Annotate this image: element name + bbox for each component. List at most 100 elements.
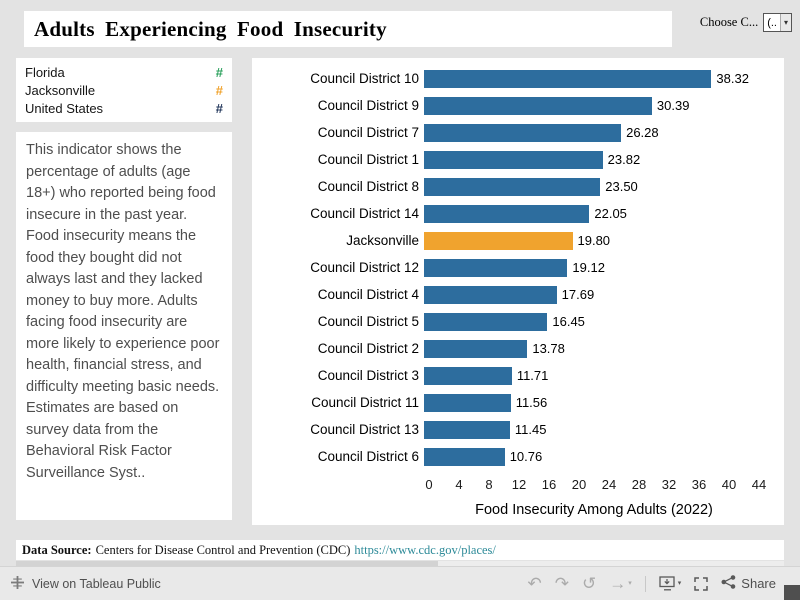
x-tick-label: 36	[691, 477, 707, 492]
bar-track: 38.32	[424, 69, 754, 88]
toolbar-divider	[644, 575, 646, 592]
bar-label: Council District 2	[317, 341, 419, 356]
chart-row: Council District 1 23.82	[252, 146, 784, 173]
legend-color-symbol: #	[215, 100, 223, 116]
share-button[interactable]: Share	[721, 575, 776, 592]
bar-track: 11.56	[424, 393, 754, 412]
bar-value: 10.76	[509, 449, 543, 464]
x-tick-label: 28	[631, 477, 647, 492]
chart-rows: Council District 10 38.32 Council District…	[252, 65, 784, 470]
bar[interactable]	[424, 231, 573, 250]
bar-label: Council District 8	[317, 179, 419, 194]
bar[interactable]	[424, 285, 557, 304]
parameter-dropdown[interactable]: (.. ▾	[763, 13, 792, 32]
bar-label: Council District 7	[317, 125, 419, 140]
resize-corner	[784, 585, 800, 600]
x-axis-title: Food Insecurity Among Adults (2022)	[475, 502, 713, 518]
bar-value: 30.39	[656, 98, 690, 113]
undo-icon[interactable]: ↶	[527, 574, 542, 593]
bar-track: 17.69	[424, 285, 754, 304]
replay-icon[interactable]: → ▾	[609, 574, 632, 593]
legend-label: Florida	[25, 64, 65, 80]
bar-track: 13.78	[424, 339, 754, 358]
legend-item[interactable]: United States #	[25, 99, 223, 117]
bar-label: Council District 11	[311, 395, 419, 410]
bar[interactable]	[424, 204, 590, 223]
legend-item[interactable]: Jacksonville #	[25, 81, 223, 99]
chart-row: Council District 2 13.78	[252, 335, 784, 362]
bar[interactable]	[424, 96, 652, 115]
parameter-control: Choose C... (.. ▾	[700, 13, 792, 32]
bar[interactable]	[424, 420, 510, 439]
chart-row: Council District 7 26.28	[252, 119, 784, 146]
download-icon[interactable]: ▾	[659, 576, 681, 591]
page-title: Adults Experiencing Food Insecurity	[34, 16, 387, 41]
bar-value: 38.32	[716, 71, 749, 86]
tableau-logo-icon	[10, 575, 25, 593]
bar-value: 26.28	[626, 125, 659, 140]
view-on-tableau-public[interactable]: View on Tableau Public	[10, 575, 161, 593]
bar[interactable]	[424, 69, 712, 88]
bar-track: 22.05	[424, 204, 754, 223]
tableau-toolbar: View on Tableau Public ↶ ↷ ↺ → ▾ ▾	[0, 566, 800, 600]
chart-row: Jacksonville 19.80	[252, 227, 784, 254]
share-icon	[721, 575, 736, 592]
fullscreen-icon[interactable]	[694, 576, 709, 591]
x-tick-label: 4	[455, 477, 463, 492]
bar-track: 23.50	[424, 177, 754, 196]
bar[interactable]	[424, 258, 568, 277]
bar-value: 23.50	[605, 179, 638, 194]
chevron-down-icon: ▾	[779, 14, 791, 31]
bar-value: 13.78	[532, 341, 565, 356]
x-tick-label: 44	[751, 477, 767, 492]
chevron-down-icon: ▾	[628, 580, 632, 587]
x-tick-label: 8	[485, 477, 493, 492]
share-label: Share	[741, 576, 776, 591]
chart-row: Council District 11 11.56	[252, 389, 784, 416]
bar-track: 30.39	[424, 96, 754, 115]
chart-row: Council District 13 11.45	[252, 416, 784, 443]
bar-value: 11.45	[514, 422, 547, 437]
bar[interactable]	[424, 312, 548, 331]
bar-value: 11.71	[516, 368, 549, 383]
bar[interactable]	[424, 366, 512, 385]
redo-icon[interactable]: ↷	[554, 574, 570, 593]
bar-track: 10.76	[424, 447, 754, 466]
legend-item[interactable]: Florida #	[25, 63, 223, 81]
bar-value: 19.80	[577, 233, 611, 248]
bar-value: 23.82	[607, 152, 641, 167]
legend: Florida # Jacksonville # United States #	[16, 58, 232, 122]
bar[interactable]	[424, 123, 622, 142]
data-source: Data Source: Centers for Disease Control…	[16, 540, 784, 560]
reset-icon[interactable]: ↺	[582, 574, 597, 593]
chart-row: Council District 6 10.76	[252, 443, 784, 470]
data-source-link[interactable]: https://www.cdc.gov/places/	[354, 542, 496, 557]
bar[interactable]	[424, 177, 601, 196]
bar-label: Council District 10	[310, 71, 419, 86]
bar[interactable]	[424, 393, 511, 412]
description-panel: This indicator shows the percentage of a…	[16, 132, 232, 520]
bar[interactable]	[424, 150, 603, 169]
x-tick-label: 20	[571, 477, 587, 492]
bar-value: 19.12	[572, 260, 605, 275]
horizontal-scrollbar[interactable]	[16, 561, 784, 566]
scrollbar-thumb[interactable]	[16, 561, 439, 566]
bar[interactable]	[424, 339, 528, 358]
legend-rows: Florida # Jacksonville # United States #	[25, 63, 223, 117]
x-tick-label: 16	[541, 477, 557, 492]
bar-track: 11.71	[424, 366, 754, 385]
bar-label: Council District 1	[317, 152, 419, 167]
toolbar-actions: ↶ ↷ ↺ → ▾ ▾	[528, 575, 790, 592]
chart-row: Council District 4 17.69	[252, 281, 784, 308]
bar[interactable]	[424, 447, 505, 466]
chart-row: Council District 9 30.39	[252, 92, 784, 119]
bar-value: 17.69	[561, 287, 595, 302]
x-tick-label: 12	[511, 477, 527, 492]
bar-label: Council District 3	[317, 368, 419, 383]
legend-label: United States	[25, 100, 104, 116]
chart-row: Council District 12 19.12	[252, 254, 784, 281]
x-tick-label: 32	[661, 477, 677, 492]
bar-track: 23.82	[424, 150, 754, 169]
data-source-text: Centers for Disease Control and Preventi…	[95, 542, 351, 557]
description-text: This indicator shows the percentage of a…	[26, 142, 220, 481]
